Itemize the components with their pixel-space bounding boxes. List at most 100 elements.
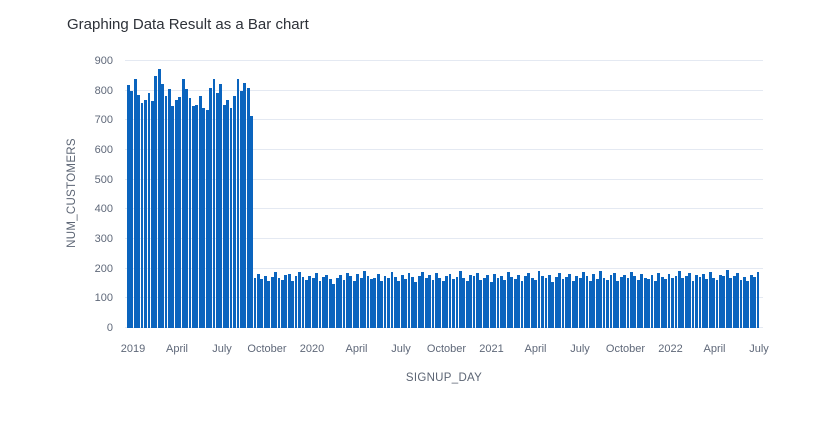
bar[interactable] (226, 99, 230, 328)
bar[interactable] (185, 88, 188, 328)
bar[interactable] (407, 273, 411, 328)
bar[interactable] (222, 104, 226, 328)
bar[interactable] (654, 281, 657, 328)
bar[interactable] (428, 275, 431, 328)
bar[interactable] (424, 278, 428, 328)
bar[interactable] (742, 276, 746, 328)
bar[interactable] (434, 273, 438, 328)
bar[interactable] (462, 278, 466, 328)
bar[interactable] (476, 272, 479, 328)
bar[interactable] (448, 274, 452, 328)
bar[interactable] (732, 275, 736, 328)
bar[interactable] (202, 107, 206, 328)
bar[interactable] (647, 278, 650, 328)
bar[interactable] (195, 104, 199, 328)
bar[interactable] (513, 278, 517, 328)
bar[interactable] (421, 271, 425, 328)
bar[interactable] (701, 273, 705, 328)
bar[interactable] (691, 280, 695, 328)
bar[interactable] (342, 279, 346, 328)
bar[interactable] (523, 275, 527, 328)
bar[interactable] (140, 102, 144, 328)
bar[interactable] (212, 78, 216, 328)
bar[interactable] (250, 116, 253, 328)
bar[interactable] (458, 270, 462, 328)
bar[interactable] (304, 279, 308, 328)
bar[interactable] (633, 276, 637, 328)
bar[interactable] (349, 276, 353, 328)
bar[interactable] (390, 272, 394, 328)
bar[interactable] (192, 106, 195, 328)
bar[interactable] (157, 68, 161, 328)
bar[interactable] (438, 277, 442, 328)
bar[interactable] (684, 276, 688, 328)
bar[interactable] (561, 279, 565, 328)
bar[interactable] (322, 276, 325, 328)
bar[interactable] (246, 87, 250, 328)
bar[interactable] (383, 275, 387, 328)
bar[interactable] (298, 271, 301, 328)
bar[interactable] (400, 274, 404, 328)
bar[interactable] (585, 276, 589, 328)
bar[interactable] (328, 278, 332, 328)
bar[interactable] (636, 280, 640, 328)
bar[interactable] (127, 85, 130, 328)
bar[interactable] (150, 101, 154, 328)
bar[interactable] (253, 277, 257, 328)
bar[interactable] (496, 277, 500, 328)
bar[interactable] (698, 277, 702, 328)
bar[interactable] (657, 272, 661, 328)
bar[interactable] (575, 275, 579, 328)
bar[interactable] (171, 106, 175, 328)
bar[interactable] (284, 275, 288, 328)
bar[interactable] (565, 277, 568, 328)
bar[interactable] (739, 279, 743, 328)
bar[interactable] (236, 79, 240, 328)
bar[interactable] (503, 280, 507, 328)
bar[interactable] (294, 276, 298, 328)
bar[interactable] (373, 277, 377, 328)
bar[interactable] (482, 277, 486, 328)
bar[interactable] (291, 280, 295, 328)
bar[interactable] (486, 275, 490, 328)
bar[interactable] (554, 276, 558, 328)
bar[interactable] (489, 282, 493, 328)
bar[interactable] (144, 99, 147, 328)
bar[interactable] (493, 273, 496, 328)
bar[interactable] (650, 274, 654, 328)
bar[interactable] (667, 274, 671, 328)
bar[interactable] (209, 87, 212, 328)
bar[interactable] (332, 284, 336, 328)
bar[interactable] (441, 280, 445, 328)
bar[interactable] (411, 277, 414, 328)
bar[interactable] (547, 274, 551, 328)
bar[interactable] (404, 279, 407, 328)
bar[interactable] (592, 274, 596, 328)
bar[interactable] (315, 273, 319, 328)
bar[interactable] (544, 278, 548, 328)
bar[interactable] (640, 273, 644, 328)
bar[interactable] (677, 271, 681, 328)
bar[interactable] (174, 99, 178, 328)
bar[interactable] (688, 272, 692, 328)
bar[interactable] (510, 276, 514, 328)
bar[interactable] (619, 276, 623, 328)
bar[interactable] (257, 274, 260, 328)
bar[interactable] (233, 96, 236, 328)
bar[interactable] (363, 271, 366, 328)
bar[interactable] (681, 278, 685, 328)
bar[interactable] (612, 273, 616, 328)
bar[interactable] (161, 84, 165, 328)
bar[interactable] (339, 274, 342, 328)
bar[interactable] (168, 89, 171, 328)
bar[interactable] (219, 84, 223, 328)
bar[interactable] (308, 275, 312, 328)
bar[interactable] (198, 96, 202, 328)
bar[interactable] (178, 96, 182, 328)
bar[interactable] (623, 274, 626, 328)
bar[interactable] (137, 94, 141, 328)
bar[interactable] (571, 280, 575, 328)
bar[interactable] (595, 279, 599, 328)
bar[interactable] (239, 90, 243, 328)
bar[interactable] (147, 92, 151, 328)
